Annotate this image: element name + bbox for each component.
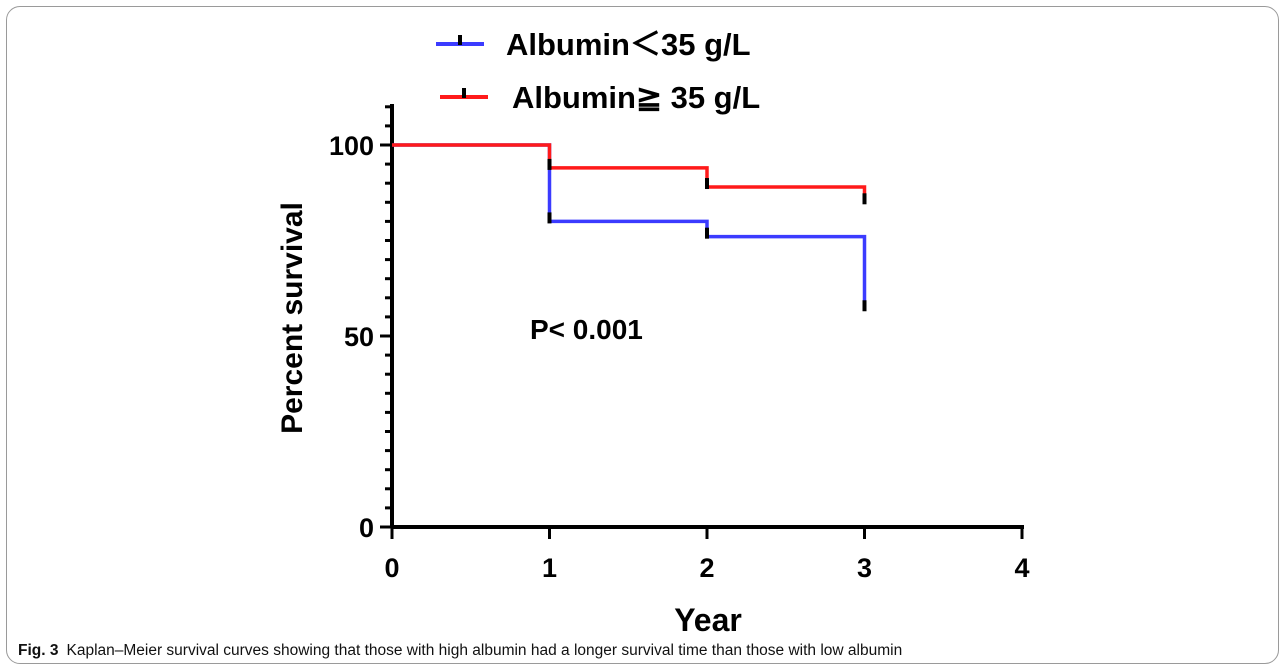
survival-curve-2 xyxy=(392,145,865,202)
x-tick-label: 1 xyxy=(542,553,557,583)
y-tick-label: 100 xyxy=(329,131,374,161)
caption-text: Kaplan–Meier survival curves showing tha… xyxy=(66,642,902,659)
y-tick-label: 0 xyxy=(359,513,374,543)
x-tick-label: 4 xyxy=(1014,553,1029,583)
legend-label: Albumin＜35 g/L xyxy=(506,27,751,62)
legend-label: Albumin≧ 35 g/L xyxy=(512,80,760,115)
legend: Albumin＜35 g/L Albumin≧ 35 g/L xyxy=(436,27,760,115)
plot-series xyxy=(392,145,865,311)
axes: 0 50 100 0 1 2 3 4 xyxy=(329,104,1030,583)
x-axis-title: Year xyxy=(674,602,742,638)
x-tick-label: 0 xyxy=(384,553,399,583)
x-tick-label: 2 xyxy=(699,553,714,583)
y-axis-title: Percent survival xyxy=(276,202,309,434)
y-tick-label: 50 xyxy=(344,322,374,352)
figure-caption: Fig. 3 Kaplan–Meier survival curves showi… xyxy=(18,642,1268,660)
x-tick-label: 3 xyxy=(857,553,872,583)
p-value-annotation: P< 0.001 xyxy=(530,314,643,345)
caption-label: Fig. 3 xyxy=(18,642,58,659)
